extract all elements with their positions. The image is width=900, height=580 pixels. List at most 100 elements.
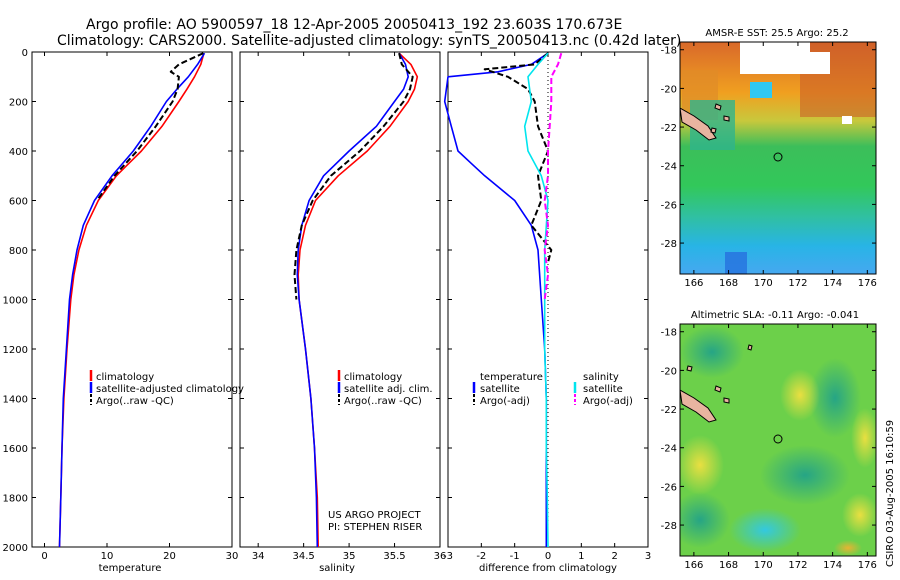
sst-cloud-mask — [790, 52, 830, 74]
salinity-legend: climatology satellite adj. clim. Argo(..… — [337, 370, 433, 407]
y-tick-label: 1200 — [3, 345, 28, 356]
y-tick-label: 1000 — [3, 296, 28, 307]
island-new-caledonia — [680, 389, 717, 423]
credit-line1: US ARGO PROJECT — [328, 510, 422, 521]
map-y-tick-label: -28 — [661, 521, 677, 532]
legend-label-temperature: temperature — [480, 372, 543, 383]
difference-panel: -3 -2 -1 0 1 2 3 — [443, 51, 651, 562]
map-y-tick-label: -26 — [661, 482, 677, 493]
legend-label-temperature-satellite: satellite — [480, 384, 520, 395]
difference-legend: temperature satellite Argo(-adj) salinit… — [472, 372, 633, 407]
map-x-tick-label: 172 — [788, 278, 807, 289]
sst-argo-marker — [773, 152, 783, 162]
y-tick-label: 1600 — [3, 444, 28, 455]
map-x-tick-label: 174 — [823, 560, 842, 571]
sla-anomaly — [680, 492, 730, 548]
legend-label-salinity-argo: Argo(-adj) — [583, 396, 633, 407]
legend-label-satellite: satellite-adjusted climatology — [96, 384, 244, 395]
sst-cyan-patch — [750, 82, 772, 98]
map-y-tick-label: -22 — [661, 123, 677, 134]
map-y-tick-label: -18 — [661, 46, 677, 57]
x-tick-label: 0 — [545, 551, 551, 562]
y-tick-label: 1400 — [3, 395, 28, 406]
sst-map — [680, 42, 876, 274]
series-line-temperature-satellite — [443, 52, 549, 547]
map-frame — [679, 323, 877, 557]
x-tick-label: 36 — [434, 551, 447, 562]
y-tick-label: 400 — [9, 147, 28, 158]
x-tick-label: -1 — [510, 551, 520, 562]
series-line-satellite-adjusted-climatology — [58, 52, 206, 548]
x-tick-label: 0 — [41, 551, 47, 562]
x-tick-label: 34 — [252, 551, 265, 562]
sla-anomaly — [760, 445, 850, 505]
map-y-tick-label: -18 — [661, 328, 677, 339]
map-x-tick-label: 170 — [754, 278, 773, 289]
x-tick-label: -2 — [476, 551, 486, 562]
sla-anomaly — [842, 493, 876, 537]
legend-label-argo: Argo(..raw -QC) — [344, 396, 422, 407]
sla-anomaly — [680, 326, 744, 378]
x-tick-label: 20 — [163, 551, 176, 562]
side-stamp: CSIRO 03-Aug-2005 16:10:59 — [885, 420, 896, 567]
x-tick-label: 35 — [343, 551, 356, 562]
series-line-salinity-satellite — [523, 52, 549, 548]
x-tick-label: -3 — [443, 551, 453, 562]
legend-label-satellite: satellite adj. clim. — [344, 384, 433, 395]
map-x-tick-label: 166 — [684, 278, 703, 289]
salinity-xlabel: salinity — [319, 563, 355, 574]
legend-label-argo: Argo(..raw -QC) — [96, 396, 174, 407]
map-y-tick-label: -20 — [661, 366, 677, 377]
map-frame — [679, 41, 877, 275]
y-tick-label: 1800 — [3, 494, 28, 505]
sla-anomaly — [834, 540, 862, 556]
series-line-argo-raw-qc — [96, 52, 204, 202]
x-tick-label: 35.5 — [383, 551, 405, 562]
temperature-xlabel: temperature — [99, 563, 162, 574]
map-y-tick-label: -22 — [661, 405, 677, 416]
y-tick-label: 800 — [9, 246, 28, 257]
map-axes: 166 168 170 172 174 176 -18 -20 -22 -24 -26 -28 166 1… — [661, 41, 877, 571]
island-new-caledonia — [680, 107, 717, 141]
legend-label-climatology: climatology — [96, 372, 154, 383]
sla-anomaly — [729, 508, 801, 552]
temperature-panel: 0 10 20 30 0 200 400 600 800 1000 1200 1400 1600 1800… — [3, 48, 239, 562]
y-tick-label: 200 — [9, 98, 28, 109]
x-tick-label: 10 — [101, 551, 114, 562]
figure-title-line1: Argo profile: AO 5900597_18 12-Apr-2005 … — [86, 17, 622, 33]
island-loyalty — [686, 344, 753, 404]
salinity-panel: 34 34.5 35 35.5 36 — [239, 51, 447, 562]
series-line-climatology — [58, 52, 205, 548]
map-x-tick-label: 174 — [823, 278, 842, 289]
x-tick-label: 3 — [645, 551, 651, 562]
sla-anomaly — [851, 408, 876, 468]
difference-xlabel: difference from climatology — [479, 563, 617, 574]
map-x-tick-label: 170 — [754, 560, 773, 571]
map-x-tick-label: 168 — [719, 560, 738, 571]
island-loyalty — [710, 103, 730, 134]
map-x-tick-label: 172 — [788, 560, 807, 571]
legend-label-temperature-argo: Argo(-adj) — [480, 396, 530, 407]
legend-label-salinity-satellite: satellite — [583, 384, 623, 395]
temperature-legend: climatology satellite-adjusted climatolo… — [89, 370, 244, 407]
x-tick-label: 34.5 — [293, 551, 315, 562]
map-x-tick-label: 166 — [684, 560, 703, 571]
sla-anomaly — [780, 369, 820, 421]
y-tick-label: 2000 — [3, 543, 28, 554]
series-line-satellite-adj-clim — [296, 52, 410, 548]
map-x-tick-label: 176 — [858, 560, 877, 571]
map-y-tick-label: -24 — [661, 444, 677, 455]
map-y-tick-label: -20 — [661, 84, 677, 95]
x-tick-label: 30 — [226, 551, 239, 562]
x-tick-label: 2 — [611, 551, 617, 562]
sla-anomaly — [680, 435, 724, 495]
map-y-tick-label: -28 — [661, 239, 677, 250]
map-x-tick-label: 176 — [858, 278, 877, 289]
sla-map-title: Altimetric SLA: -0.11 Argo: -0.041 — [691, 310, 859, 321]
map-y-tick-label: -24 — [661, 162, 677, 173]
series-line-temperature-argo-adj — [483, 52, 553, 263]
legend-label-salinity: salinity — [583, 372, 619, 383]
sla-argo-marker — [773, 434, 783, 444]
map-y-tick-label: -26 — [661, 200, 677, 211]
